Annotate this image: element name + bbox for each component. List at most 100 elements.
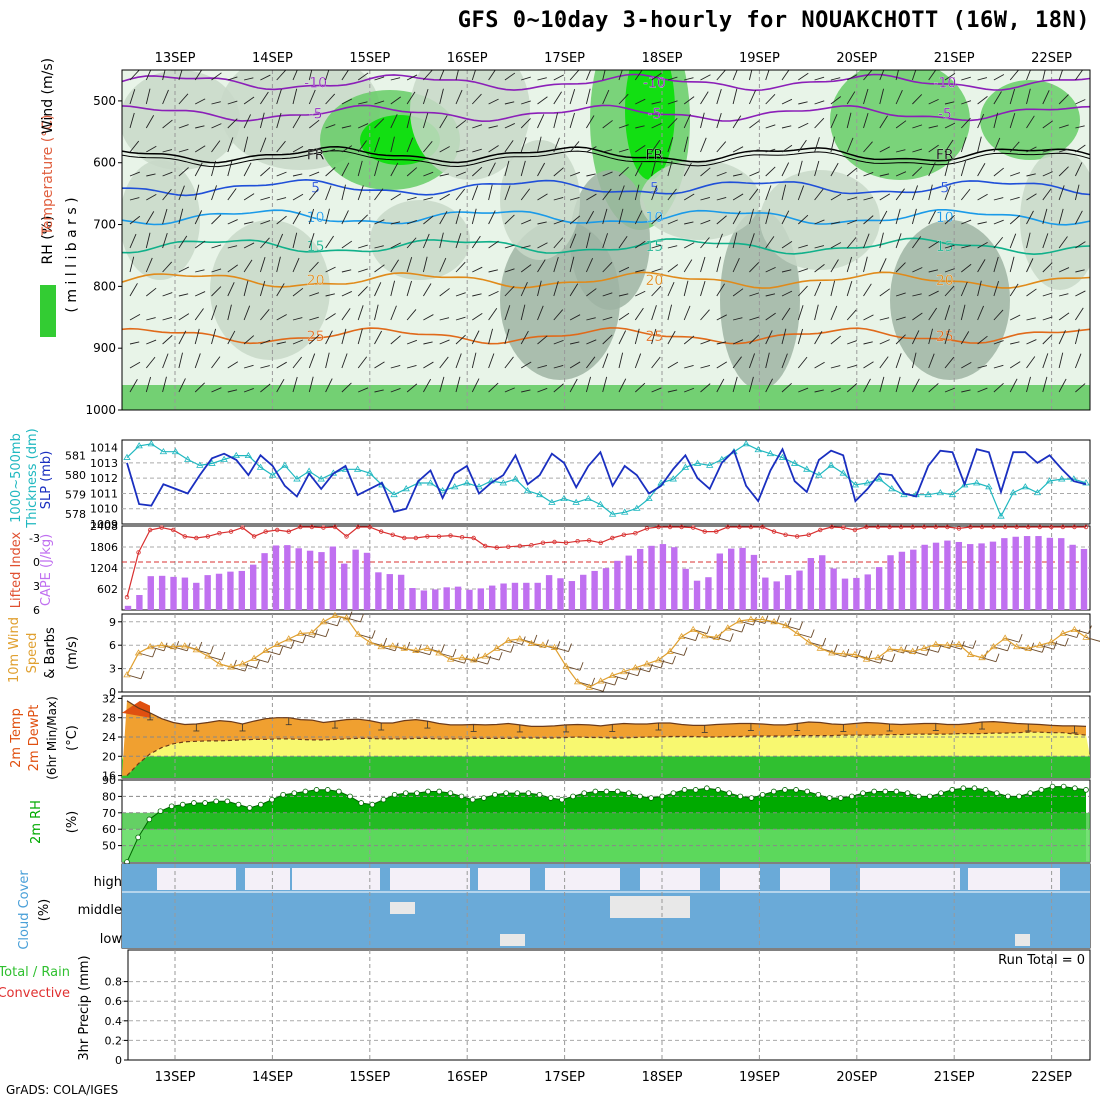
wind10-speed-point — [261, 646, 270, 654]
wind-barb — [1092, 123, 1100, 128]
wind-barb — [863, 233, 870, 249]
wind-barb — [569, 341, 580, 345]
lifted-index-point — [806, 532, 811, 537]
cape-bar — [329, 546, 337, 610]
wind10-speed-point — [758, 615, 767, 622]
rh2m-point — [704, 785, 710, 791]
wind-barb — [830, 305, 838, 321]
wind-barb — [1058, 293, 1069, 297]
rh2m-point — [168, 803, 175, 810]
wind-barb — [798, 122, 809, 129]
wind-barb — [537, 305, 544, 321]
wind-barb — [651, 285, 662, 297]
wind-barb — [798, 387, 809, 393]
thickness-point — [147, 440, 155, 447]
wind-barb — [390, 221, 401, 225]
wind-barb — [422, 256, 428, 273]
rh2m-point — [202, 800, 208, 806]
date-label-top: 20SEP — [836, 51, 877, 66]
wind-barb — [569, 197, 580, 201]
wind-barb — [748, 233, 755, 249]
wind-barb — [1009, 233, 1017, 249]
wind-barb — [569, 283, 579, 297]
cape-tick-label: 1806 — [90, 541, 118, 554]
slp-frame — [121, 439, 1091, 525]
wind-barb — [912, 378, 920, 393]
contour-label: -10 — [933, 75, 956, 91]
thickness-point — [839, 469, 847, 476]
lifted-index-point — [355, 524, 361, 530]
wind-barb — [618, 124, 629, 129]
rh2m-point — [469, 796, 476, 803]
wind-barb — [863, 283, 872, 297]
wind-barb — [341, 269, 352, 273]
cape-bar — [363, 552, 371, 610]
cape-bar — [727, 548, 735, 610]
wind-barb — [634, 210, 643, 225]
wind-barb — [814, 304, 819, 321]
wind-barb — [765, 312, 776, 321]
rh2m-point — [603, 788, 610, 795]
wind-barb — [553, 196, 564, 201]
wind-barb — [194, 184, 200, 201]
wind-barb — [749, 316, 760, 321]
temp2m-title-2: 2m DewPt — [27, 705, 42, 772]
bottom-date-axis: 13SEP 14SEP 15SEP 16SEP 17SEP 18SEP 19SEP 20SEP… — [155, 1070, 1073, 1085]
contour-label: 10 — [936, 210, 954, 226]
wind10-barb-flag — [868, 650, 873, 659]
wind10-speed-point — [435, 649, 443, 656]
wind-barb — [1010, 196, 1020, 201]
thickness-point — [244, 451, 253, 459]
cloud-high-gap — [245, 868, 290, 890]
rh2m-point — [1049, 783, 1056, 790]
rh2m-point — [782, 787, 788, 793]
cape-bar — [545, 575, 553, 610]
wind-barb — [748, 89, 757, 105]
wind-barb — [765, 70, 770, 81]
wind-barb — [211, 140, 221, 153]
wind-barb — [390, 259, 399, 273]
wind10-barb-flag — [776, 615, 780, 624]
wind-barb — [472, 312, 483, 321]
wind-barb — [145, 211, 155, 225]
wind-barb — [537, 335, 548, 345]
wind-barb — [406, 280, 412, 297]
wind10-speed-point — [400, 644, 409, 651]
wind-barb — [243, 259, 253, 273]
wind-barb — [374, 76, 385, 81]
wind10-speed-point — [377, 642, 385, 650]
wind-barb — [765, 185, 772, 201]
thickness-point — [1082, 479, 1090, 486]
wind-barb — [651, 101, 661, 105]
wind10-speed-point — [943, 641, 952, 648]
wind-barb — [814, 389, 824, 393]
wind-barb — [374, 330, 383, 345]
wind-barb — [977, 136, 982, 153]
wind-barb — [846, 91, 856, 105]
wind-barb — [667, 219, 678, 225]
wind-barb — [455, 70, 459, 81]
wind-barb — [944, 73, 956, 81]
wind-barb — [1075, 125, 1085, 129]
wind-barb — [390, 335, 401, 345]
wind10-speed-point — [666, 647, 674, 654]
cape-bar — [841, 578, 849, 610]
wind-barb — [308, 233, 315, 249]
slp-tick-label: 1010 — [90, 503, 118, 516]
wind-barb — [912, 124, 923, 129]
upper-wind-barbs — [129, 70, 1100, 393]
rh2m-point — [659, 793, 666, 800]
wind-barb — [846, 256, 853, 273]
rh2m-point — [213, 798, 220, 805]
thickness-point — [1058, 475, 1066, 482]
wind-barb — [406, 339, 417, 345]
date-label-top: 17SEP — [544, 51, 585, 66]
cape-bar — [1001, 538, 1008, 610]
wind10-speed-point — [181, 642, 189, 649]
cape-bar — [1080, 548, 1088, 610]
thickness-point — [633, 504, 641, 511]
wind-barb — [667, 100, 678, 105]
wind-barb — [1058, 236, 1068, 249]
wind-barb — [814, 76, 825, 81]
wind-barb — [797, 214, 809, 225]
